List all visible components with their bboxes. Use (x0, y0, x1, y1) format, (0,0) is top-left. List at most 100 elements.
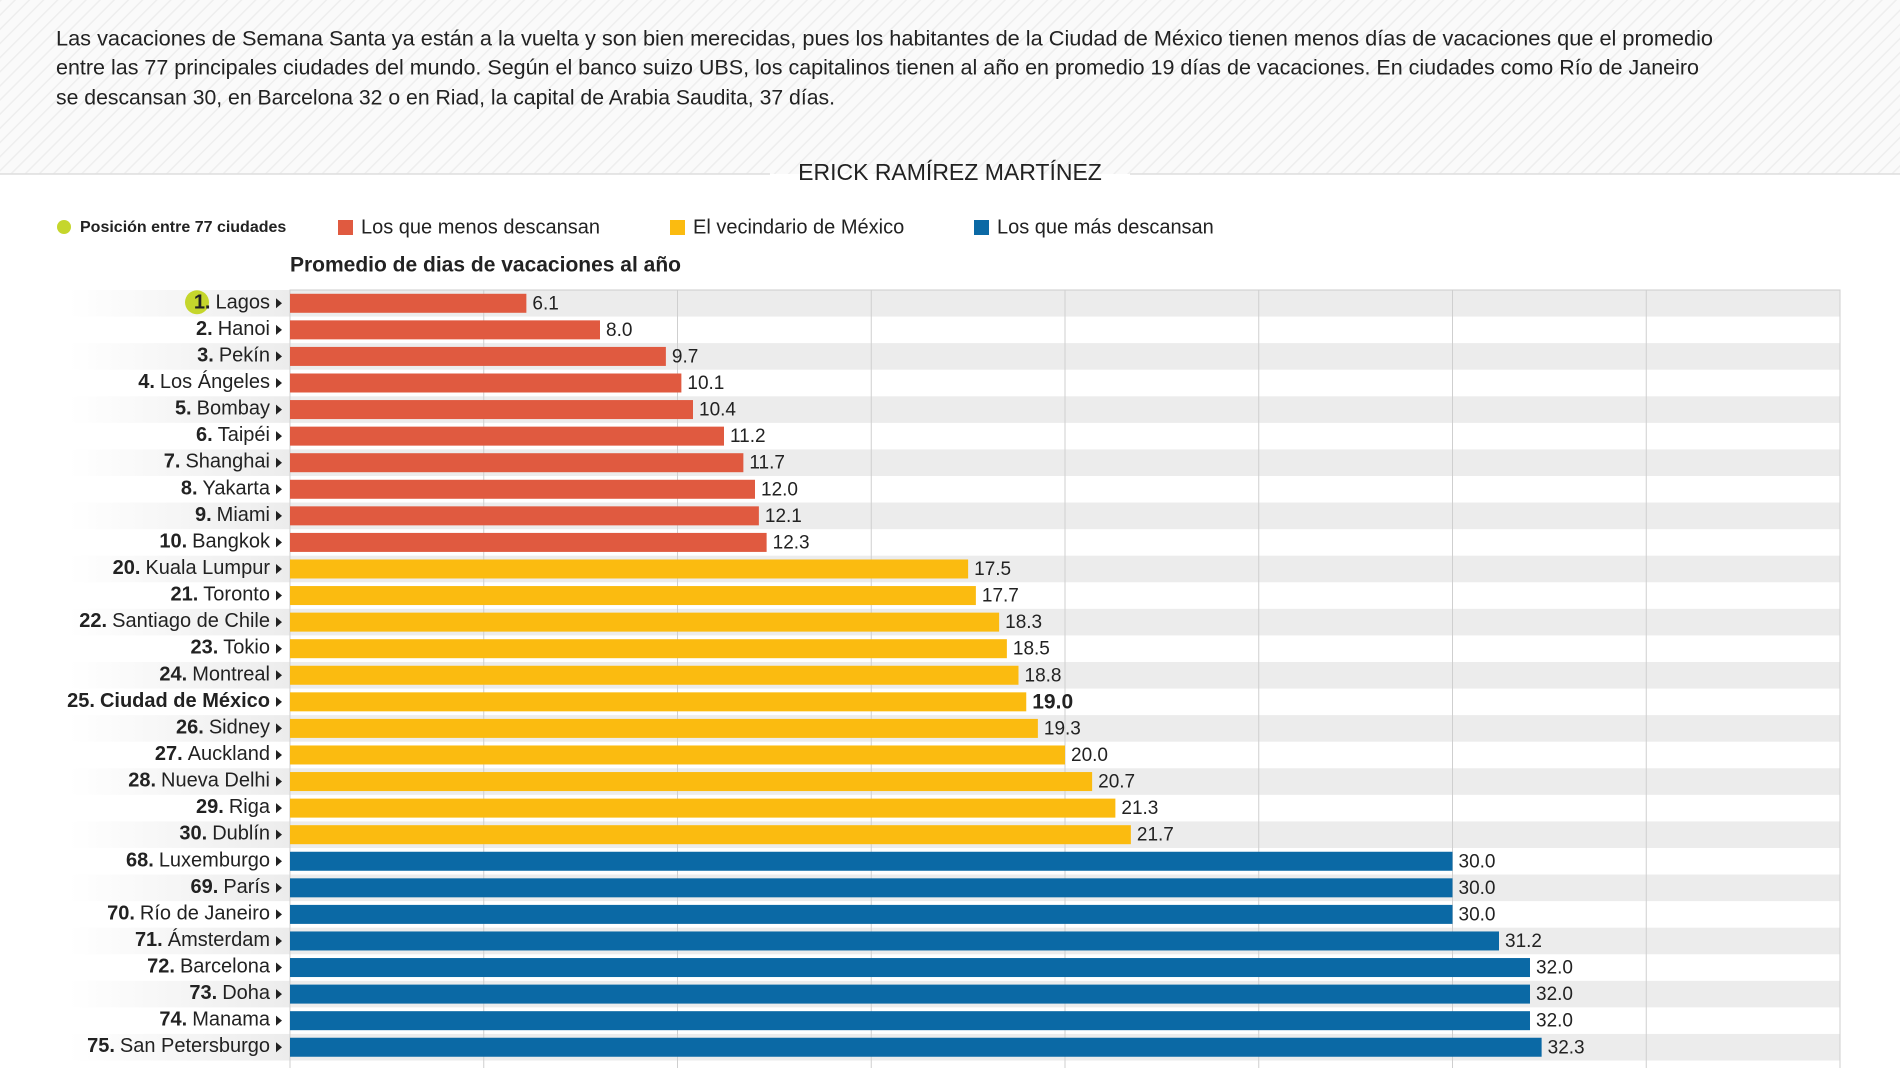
bar (290, 718, 1038, 738)
value-label: 17.7 (982, 586, 1019, 607)
row-arrow (276, 962, 282, 973)
legend-dot (57, 220, 71, 234)
category-label: 71. Ámsterdam (135, 928, 270, 951)
bar (290, 904, 1453, 924)
row-arrow (276, 617, 282, 628)
bar (290, 851, 1453, 871)
legend-swatch (974, 220, 989, 235)
rank: 1. (194, 292, 211, 314)
row-arrow (276, 431, 282, 442)
rank: 68. (126, 850, 154, 872)
bar (290, 586, 976, 606)
category-label: 23. Tokio (190, 637, 270, 659)
city: Bombay (197, 398, 270, 420)
rank: 25. (67, 690, 95, 712)
city: París (223, 876, 270, 898)
row-arrow (276, 776, 282, 787)
row-arrow (276, 537, 282, 548)
intro-line: se descansan 30, en Barcelona 32 o en Ri… (56, 87, 835, 110)
category-label: 1. Lagos (194, 292, 270, 314)
bar (290, 665, 1019, 685)
city: Hanoi (218, 318, 270, 340)
row-arrow (276, 298, 282, 309)
value-label: 32.0 (1536, 984, 1573, 1005)
value-label: 20.0 (1071, 745, 1108, 766)
category-label: 70. Río de Janeiro (107, 903, 270, 925)
city: Kuala Lumpur (145, 557, 270, 579)
rank-dot (185, 290, 209, 315)
value-label: 9.7 (672, 346, 698, 367)
rank: 6. (196, 424, 213, 446)
legend-label: El vecindario de México (693, 216, 904, 238)
row-stripe (69, 449, 290, 476)
rank: 8. (181, 478, 198, 500)
row-arrow (276, 909, 282, 920)
row-arrow (276, 643, 282, 654)
city: Shanghai (185, 451, 270, 473)
city: Auckland (188, 743, 270, 765)
category-label: 5. Bombay (175, 398, 270, 420)
value-label: 6.1 (532, 293, 558, 314)
rank: 23. (190, 637, 218, 659)
row-stripe (69, 1033, 290, 1061)
category-label: 2. Hanoi (196, 318, 270, 340)
bar (290, 772, 1093, 792)
bar (290, 878, 1453, 898)
bar (290, 612, 1000, 632)
row-arrow (276, 829, 282, 840)
row-stripe (69, 874, 290, 902)
city: Tokio (223, 637, 270, 659)
city: Pekín (219, 345, 270, 367)
bar (290, 692, 1027, 712)
value-label: 20.7 (1098, 772, 1135, 793)
value-label: 31.2 (1505, 931, 1542, 952)
city: Nueva Delhi (161, 770, 270, 792)
value-label: 18.5 (1013, 639, 1050, 660)
row-stripe (69, 343, 290, 370)
value-label: 10.4 (699, 400, 736, 421)
rank: 3. (197, 345, 214, 367)
category-label: 30. Dublín (179, 823, 270, 845)
bar (290, 825, 1131, 845)
category-label: 27. Auckland (155, 743, 270, 765)
city: San Petersburgo (120, 1036, 270, 1058)
legend-swatch (670, 220, 685, 235)
row-arrow (276, 404, 282, 415)
city: Ámsterdam (168, 928, 270, 951)
category-label: 10. Bangkok (159, 531, 271, 553)
category-label: 28. Nueva Delhi (128, 770, 270, 792)
bar (290, 958, 1530, 978)
category-label: 6. Taipéi (196, 424, 270, 446)
bar (290, 798, 1116, 818)
row-arrow (276, 1042, 282, 1053)
bar (290, 745, 1065, 765)
category-label: 3. Pekín (197, 345, 270, 367)
row-arrow (276, 377, 282, 388)
category-label: 20. Kuala Lumpur (113, 557, 271, 579)
row-arrow (276, 935, 282, 946)
value-label: 32.0 (1536, 1011, 1573, 1032)
category-label: 74. Manama (159, 1009, 271, 1031)
category-label: 9. Miami (195, 504, 270, 526)
rank: 73. (189, 982, 217, 1004)
category-label: 8. Yakarta (181, 478, 271, 500)
rank: 22. (79, 610, 107, 632)
rank: 75. (87, 1036, 115, 1058)
value-label: 30.0 (1459, 878, 1496, 899)
row-arrow (276, 457, 282, 468)
row-stripe (69, 980, 290, 1008)
city: Barcelona (180, 956, 271, 978)
value-label: 30.0 (1459, 904, 1496, 925)
author: ERICK RAMÍREZ MARTÍNEZ (798, 159, 1102, 185)
value-label: 11.7 (749, 453, 785, 474)
category-label: 73. Doha (189, 982, 271, 1004)
bar (290, 373, 682, 393)
bar (290, 984, 1530, 1004)
subtitle: Promedio de dias de vacaciones al año (290, 254, 681, 277)
row-stripe (69, 555, 290, 583)
city: Doha (222, 982, 271, 1004)
row-arrow (276, 696, 282, 707)
city: Dublín (212, 823, 270, 845)
category-label: 75. San Petersburgo (87, 1036, 270, 1058)
